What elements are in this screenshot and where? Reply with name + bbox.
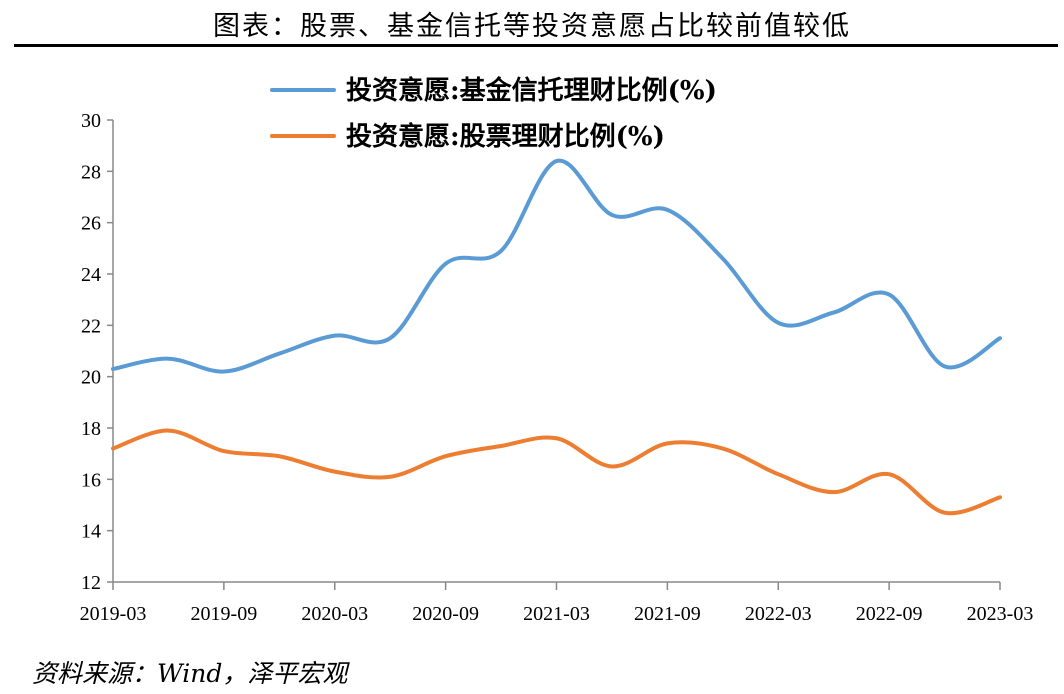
series-line-stock — [111, 428, 1002, 516]
axes: 12 14 16 18 20 22 24 26 28 30 2019-03 2019-09 2020-0… — [80, 110, 1034, 625]
legend-label-fund-trust: 投资意愿:基金信托理财比例(%) — [346, 75, 717, 106]
y-tick-label: 12 — [81, 572, 101, 594]
x-tick-label: 2022-03 — [745, 603, 812, 625]
legend: 投资意愿:基金信托理财比例(%) 投资意愿:股票理财比例(%) — [270, 75, 717, 152]
x-tick-label: 2021-03 — [523, 603, 590, 625]
title-rule — [14, 44, 1058, 47]
x-tick-label: 2022-09 — [856, 603, 923, 625]
y-tick-label: 14 — [81, 521, 101, 543]
y-tick-label: 30 — [81, 110, 101, 132]
x-tick-label: 2020-03 — [301, 603, 368, 625]
x-tick-label: 2019-03 — [80, 603, 147, 625]
y-tick-label: 22 — [81, 315, 101, 337]
series-line-fund-trust — [111, 158, 1002, 374]
y-tick-label: 16 — [81, 469, 101, 491]
y-tick-label: 18 — [81, 418, 101, 440]
source-note: 资料来源：Wind，泽平宏观 — [32, 659, 348, 688]
chart-title: 图表：股票、基金信托等投资意愿占比较前值较低 — [213, 11, 851, 42]
y-tick-label: 26 — [81, 213, 101, 235]
legend-label-stock: 投资意愿:股票理财比例(%) — [346, 121, 665, 152]
x-tick-label: 2019-09 — [191, 603, 258, 625]
series-lines — [111, 158, 1002, 516]
y-tick-label: 28 — [81, 161, 101, 183]
x-tick-label: 2020-09 — [412, 603, 479, 625]
x-tick-label: 2023-03 — [967, 603, 1034, 625]
y-tick-label: 20 — [81, 367, 101, 389]
y-tick-label: 24 — [81, 264, 101, 286]
x-tick-label: 2021-09 — [634, 603, 701, 625]
